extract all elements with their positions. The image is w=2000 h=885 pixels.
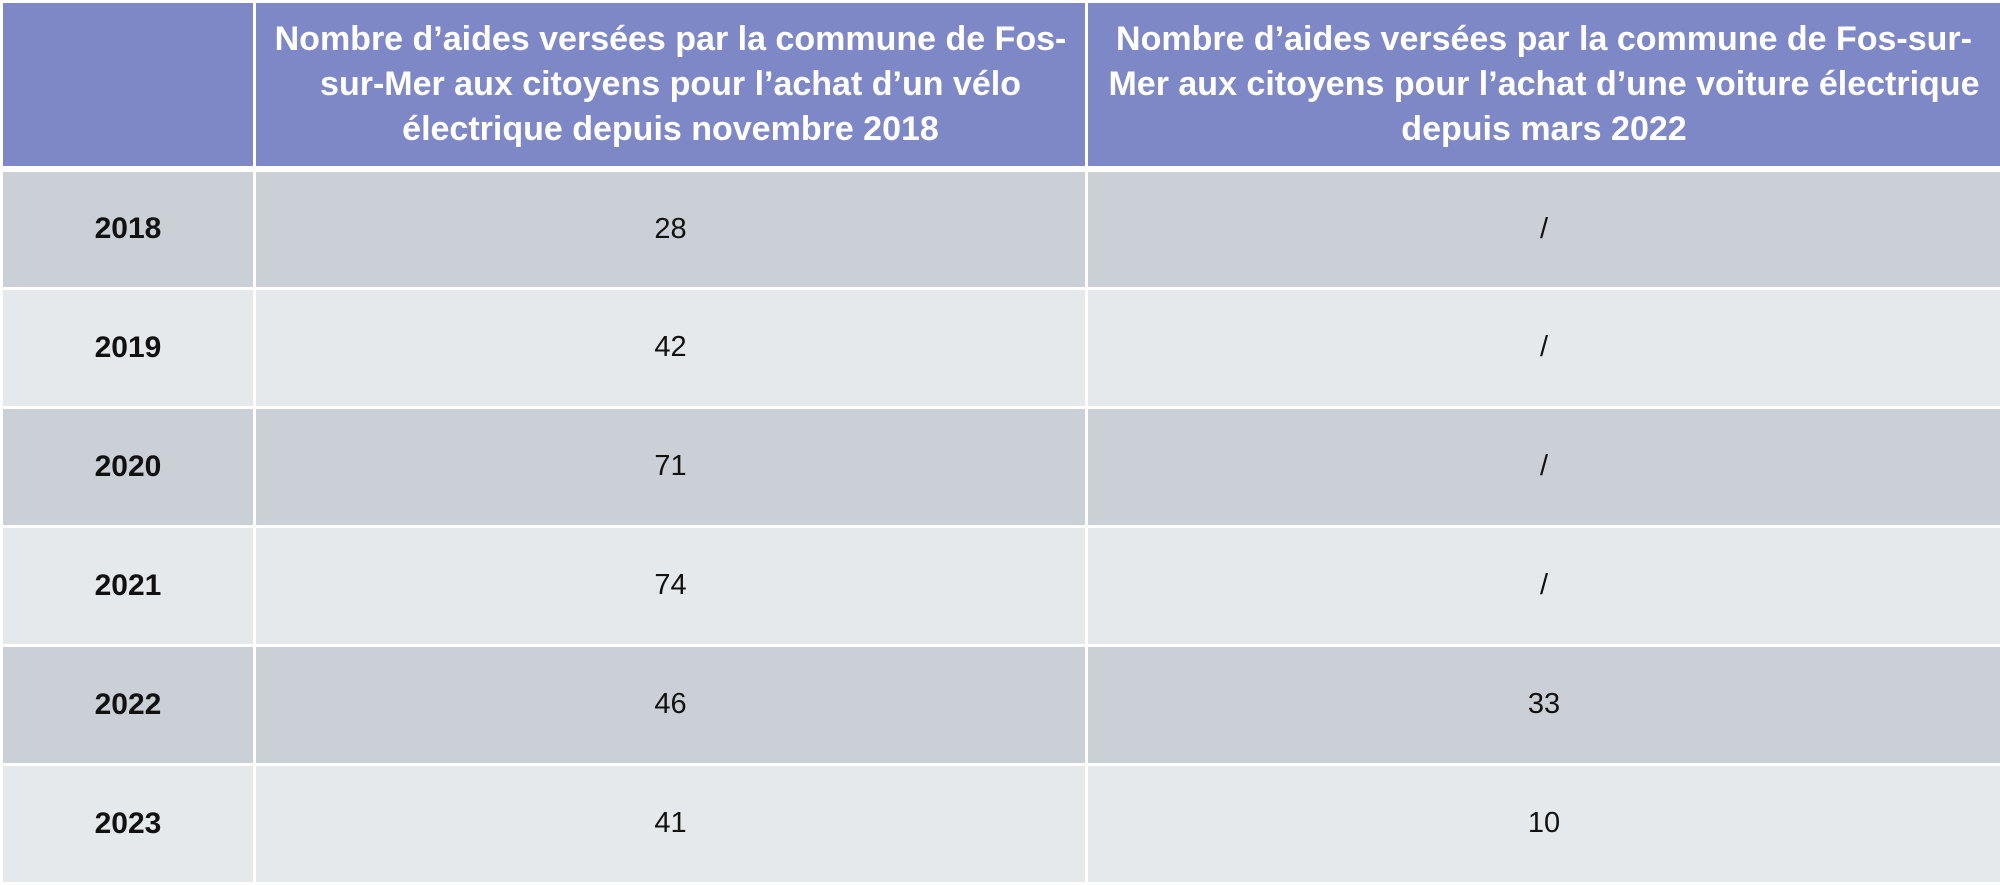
row-car-cell: / bbox=[1087, 288, 2000, 407]
row-bike-cell: 46 bbox=[255, 645, 1087, 764]
row-year-cell: 2023 bbox=[2, 764, 255, 883]
table-row: 2022 46 33 bbox=[2, 645, 2000, 764]
row-year-cell: 2018 bbox=[2, 169, 255, 288]
row-bike-cell: 41 bbox=[255, 764, 1087, 883]
row-bike-cell: 28 bbox=[255, 169, 1087, 288]
row-bike-cell: 42 bbox=[255, 288, 1087, 407]
row-bike-cell: 74 bbox=[255, 526, 1087, 645]
table-row: 2018 28 / bbox=[2, 169, 2000, 288]
row-year-cell: 2022 bbox=[2, 645, 255, 764]
table-row: 2020 71 / bbox=[2, 407, 2000, 526]
header-bike-aid: Nombre d’aides versées par la commune de… bbox=[255, 2, 1087, 170]
table-row: 2021 74 / bbox=[2, 526, 2000, 645]
table-header: Nombre d’aides versées par la commune de… bbox=[2, 2, 2000, 170]
header-car-aid: Nombre d’aides versées par la commune de… bbox=[1087, 2, 2000, 170]
row-car-cell: / bbox=[1087, 169, 2000, 288]
row-bike-cell: 71 bbox=[255, 407, 1087, 526]
header-corner-cell bbox=[2, 2, 255, 170]
row-year-cell: 2021 bbox=[2, 526, 255, 645]
row-year-cell: 2019 bbox=[2, 288, 255, 407]
row-car-cell: 10 bbox=[1087, 764, 2000, 883]
header-row: Nombre d’aides versées par la commune de… bbox=[2, 2, 2000, 170]
row-year-cell: 2020 bbox=[2, 407, 255, 526]
row-car-cell: 33 bbox=[1087, 645, 2000, 764]
table-row: 2019 42 / bbox=[2, 288, 2000, 407]
row-car-cell: / bbox=[1087, 526, 2000, 645]
table-row: 2023 41 10 bbox=[2, 764, 2000, 883]
table-body: 2018 28 / 2019 42 / 2020 71 / 2021 74 / … bbox=[2, 169, 2000, 883]
row-car-cell: / bbox=[1087, 407, 2000, 526]
